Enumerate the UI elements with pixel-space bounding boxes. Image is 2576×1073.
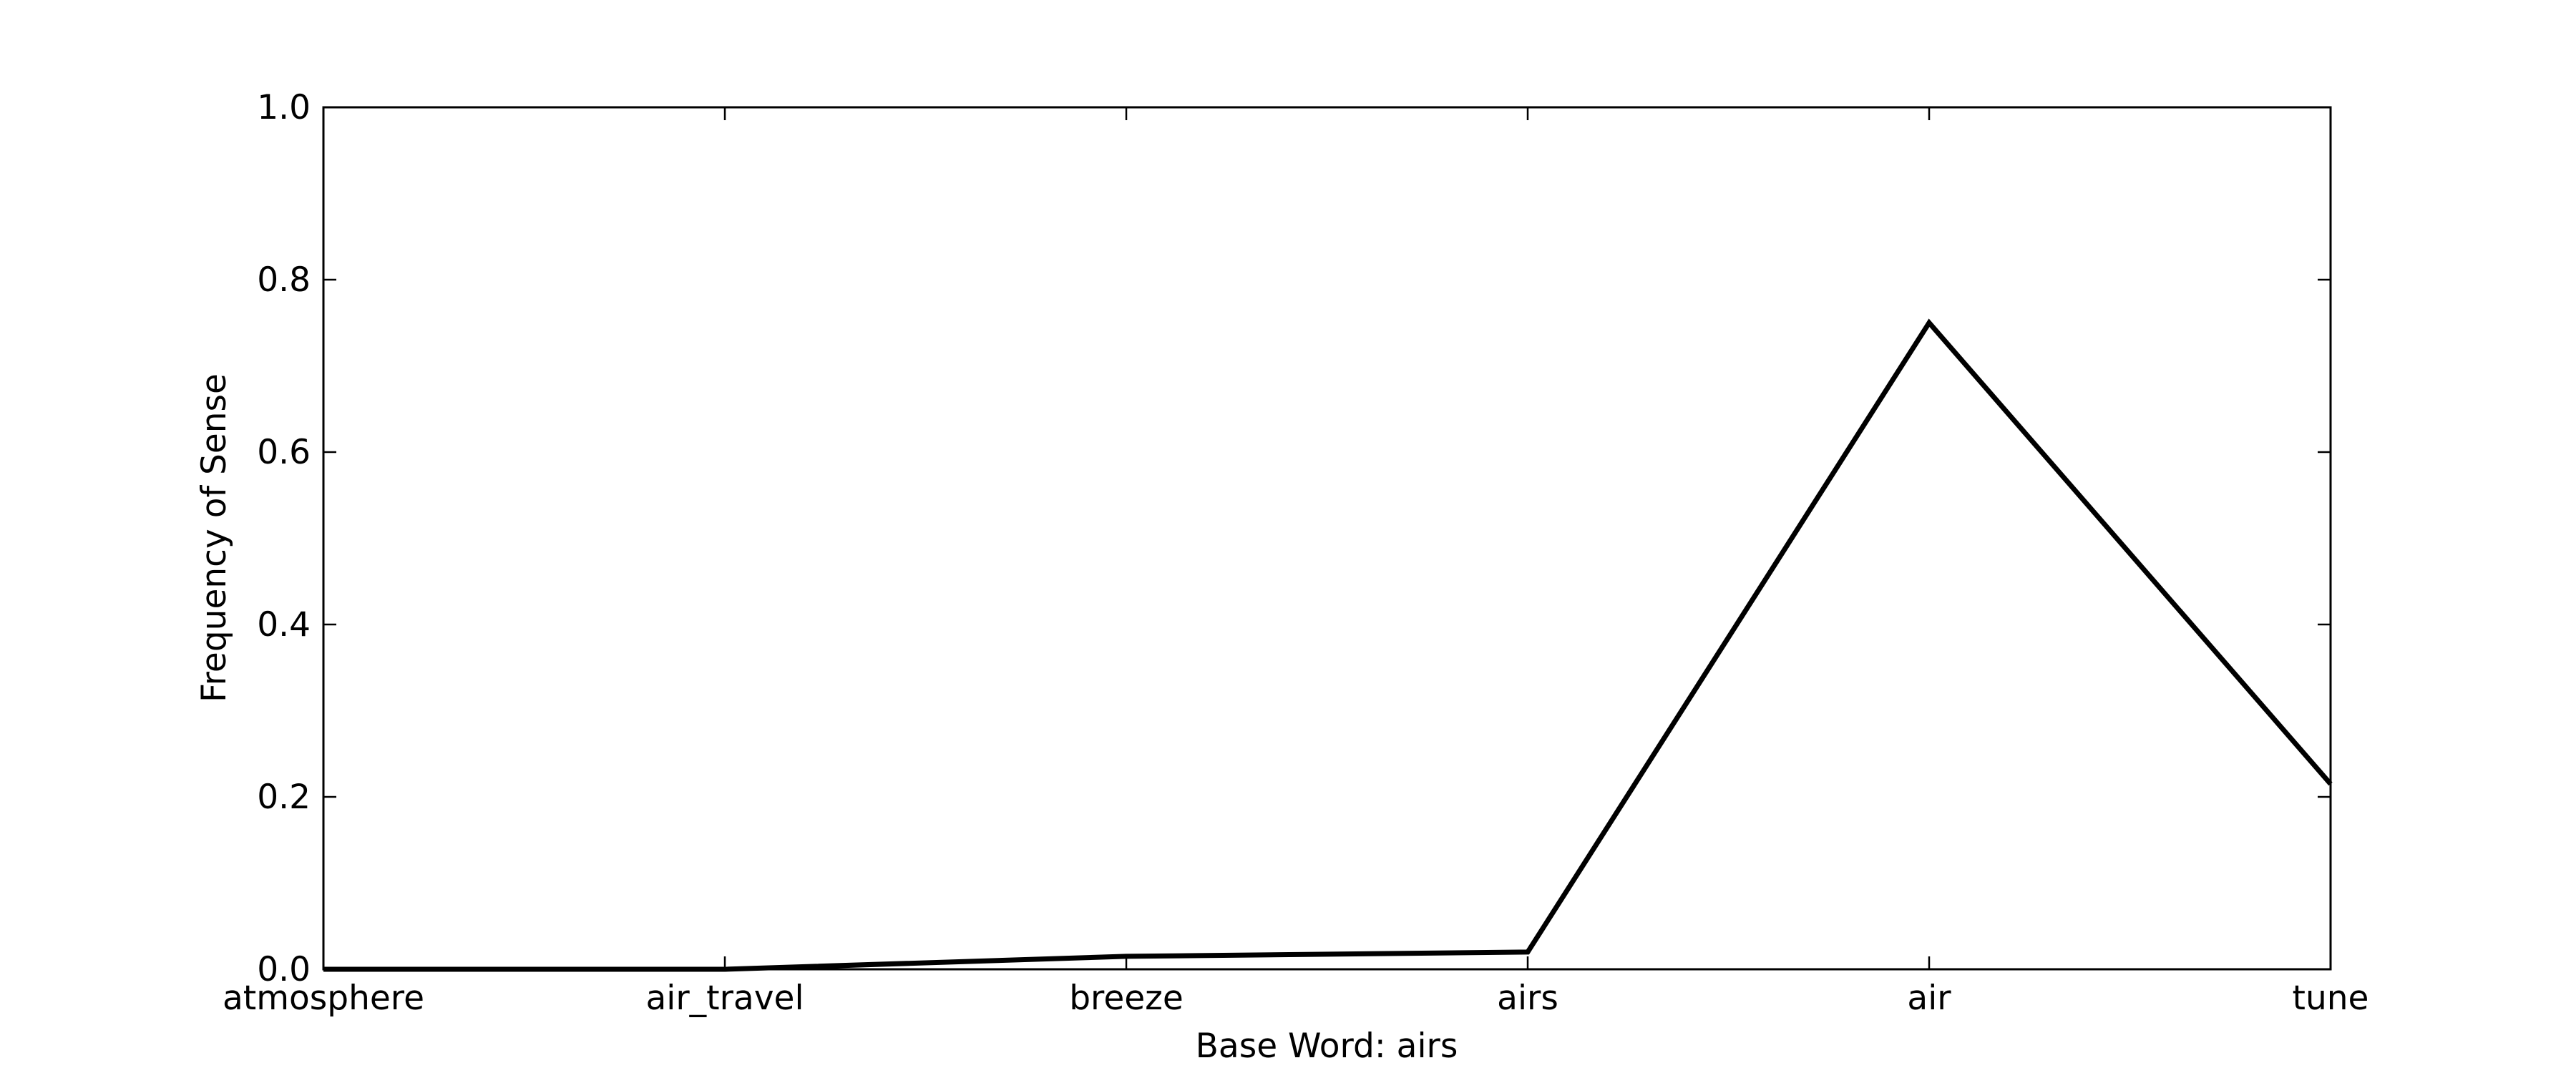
y-tick-label: 0.2 [257,778,311,817]
x-tick-label: airs [1497,979,1558,1018]
y-tick-label: 0.6 [257,433,311,472]
series-line [323,318,2333,972]
x-tick-label: breeze [1069,979,1184,1018]
y-tick-label: 0.0 [257,950,311,989]
x-tick-label: air [1907,979,1951,1018]
x-tick-label: tune [2293,979,2369,1018]
x-axis-label: Base Word: airs [1196,1027,1458,1066]
plot-frame [322,106,2332,971]
x-tick-label: atmosphere [223,979,424,1018]
y-tick-label: 0.8 [257,260,311,300]
x-tick-label: air_travel [645,979,804,1018]
y-tick-label: 1.0 [257,88,311,127]
y-axis-label: Frequency of Sense [195,373,234,702]
y-tick-label: 0.4 [257,605,311,645]
